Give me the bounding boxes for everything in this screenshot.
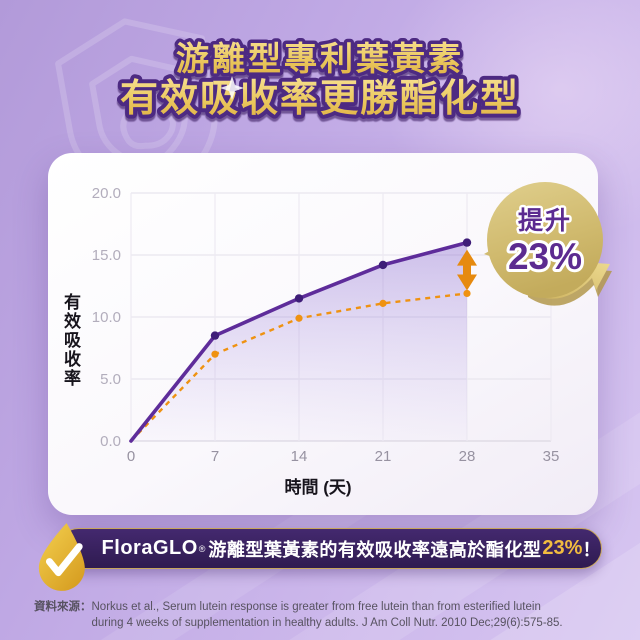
svg-text:10.0: 10.0	[92, 309, 121, 326]
tick-labels: 0.0 5.0 10.0 15.0 20.0 0 7 14 21 28 35	[92, 185, 560, 465]
citation-line2: during 4 weeks of supplementation in hea…	[91, 616, 563, 629]
sparkle-icon	[220, 76, 244, 100]
badge-circle	[487, 182, 603, 298]
title-block: 游離型專利葉黃素 有效吸收率更勝酯化型	[116, 37, 522, 125]
svg-text:20.0: 20.0	[92, 185, 121, 202]
svg-text:14: 14	[291, 448, 308, 465]
absorption-chart: 0.0 5.0 10.0 15.0 20.0 0 7 14 21 28 35	[92, 185, 560, 465]
badge-value: 23%	[508, 236, 582, 277]
svg-text:21: 21	[375, 448, 392, 465]
svg-text:5.0: 5.0	[100, 371, 121, 388]
svg-text:28: 28	[459, 448, 476, 465]
data-points	[210, 238, 472, 358]
banner-suffix: ！	[582, 539, 601, 560]
banner-text: 游離型葉黃素的有效吸收率遠高於酯化型	[208, 539, 542, 560]
registered-mark: ®	[198, 543, 206, 554]
svg-text:35: 35	[543, 448, 560, 465]
brand-name: FloraGLO	[101, 537, 198, 559]
y-axis-label: 有效吸收率	[64, 293, 81, 388]
title-line1: 游離型專利葉黃素	[176, 40, 464, 77]
x-axis-label: 時間 (天)	[284, 478, 352, 497]
banner-highlight: 23%	[542, 537, 583, 559]
badge-label: 提升	[518, 207, 572, 235]
difference-arrow	[457, 249, 477, 291]
svg-text:15.0: 15.0	[92, 247, 121, 264]
increase-badge: 提升 23%	[484, 182, 612, 306]
conclusion-banner: FloraGLO ® 游離型葉黃素的有效吸收率遠高於酯化型 23%！	[58, 528, 602, 569]
svg-text:0: 0	[127, 448, 135, 465]
checkmark-droplet-icon	[38, 523, 85, 591]
source-label: 資料來源：	[34, 601, 92, 613]
svg-text:7: 7	[211, 448, 219, 465]
title-line2: 有效吸收率更勝酯化型	[120, 78, 520, 120]
citation-line1: Norkus et al., Serum lutein response is …	[91, 601, 541, 613]
svg-text:0.0: 0.0	[100, 433, 121, 450]
citation-text: Norkus et al., Serum lutein response is …	[92, 600, 621, 631]
area-fill	[131, 242, 467, 441]
citation-footer: 資料來源： Norkus et al., Serum lutein respon…	[34, 600, 620, 631]
